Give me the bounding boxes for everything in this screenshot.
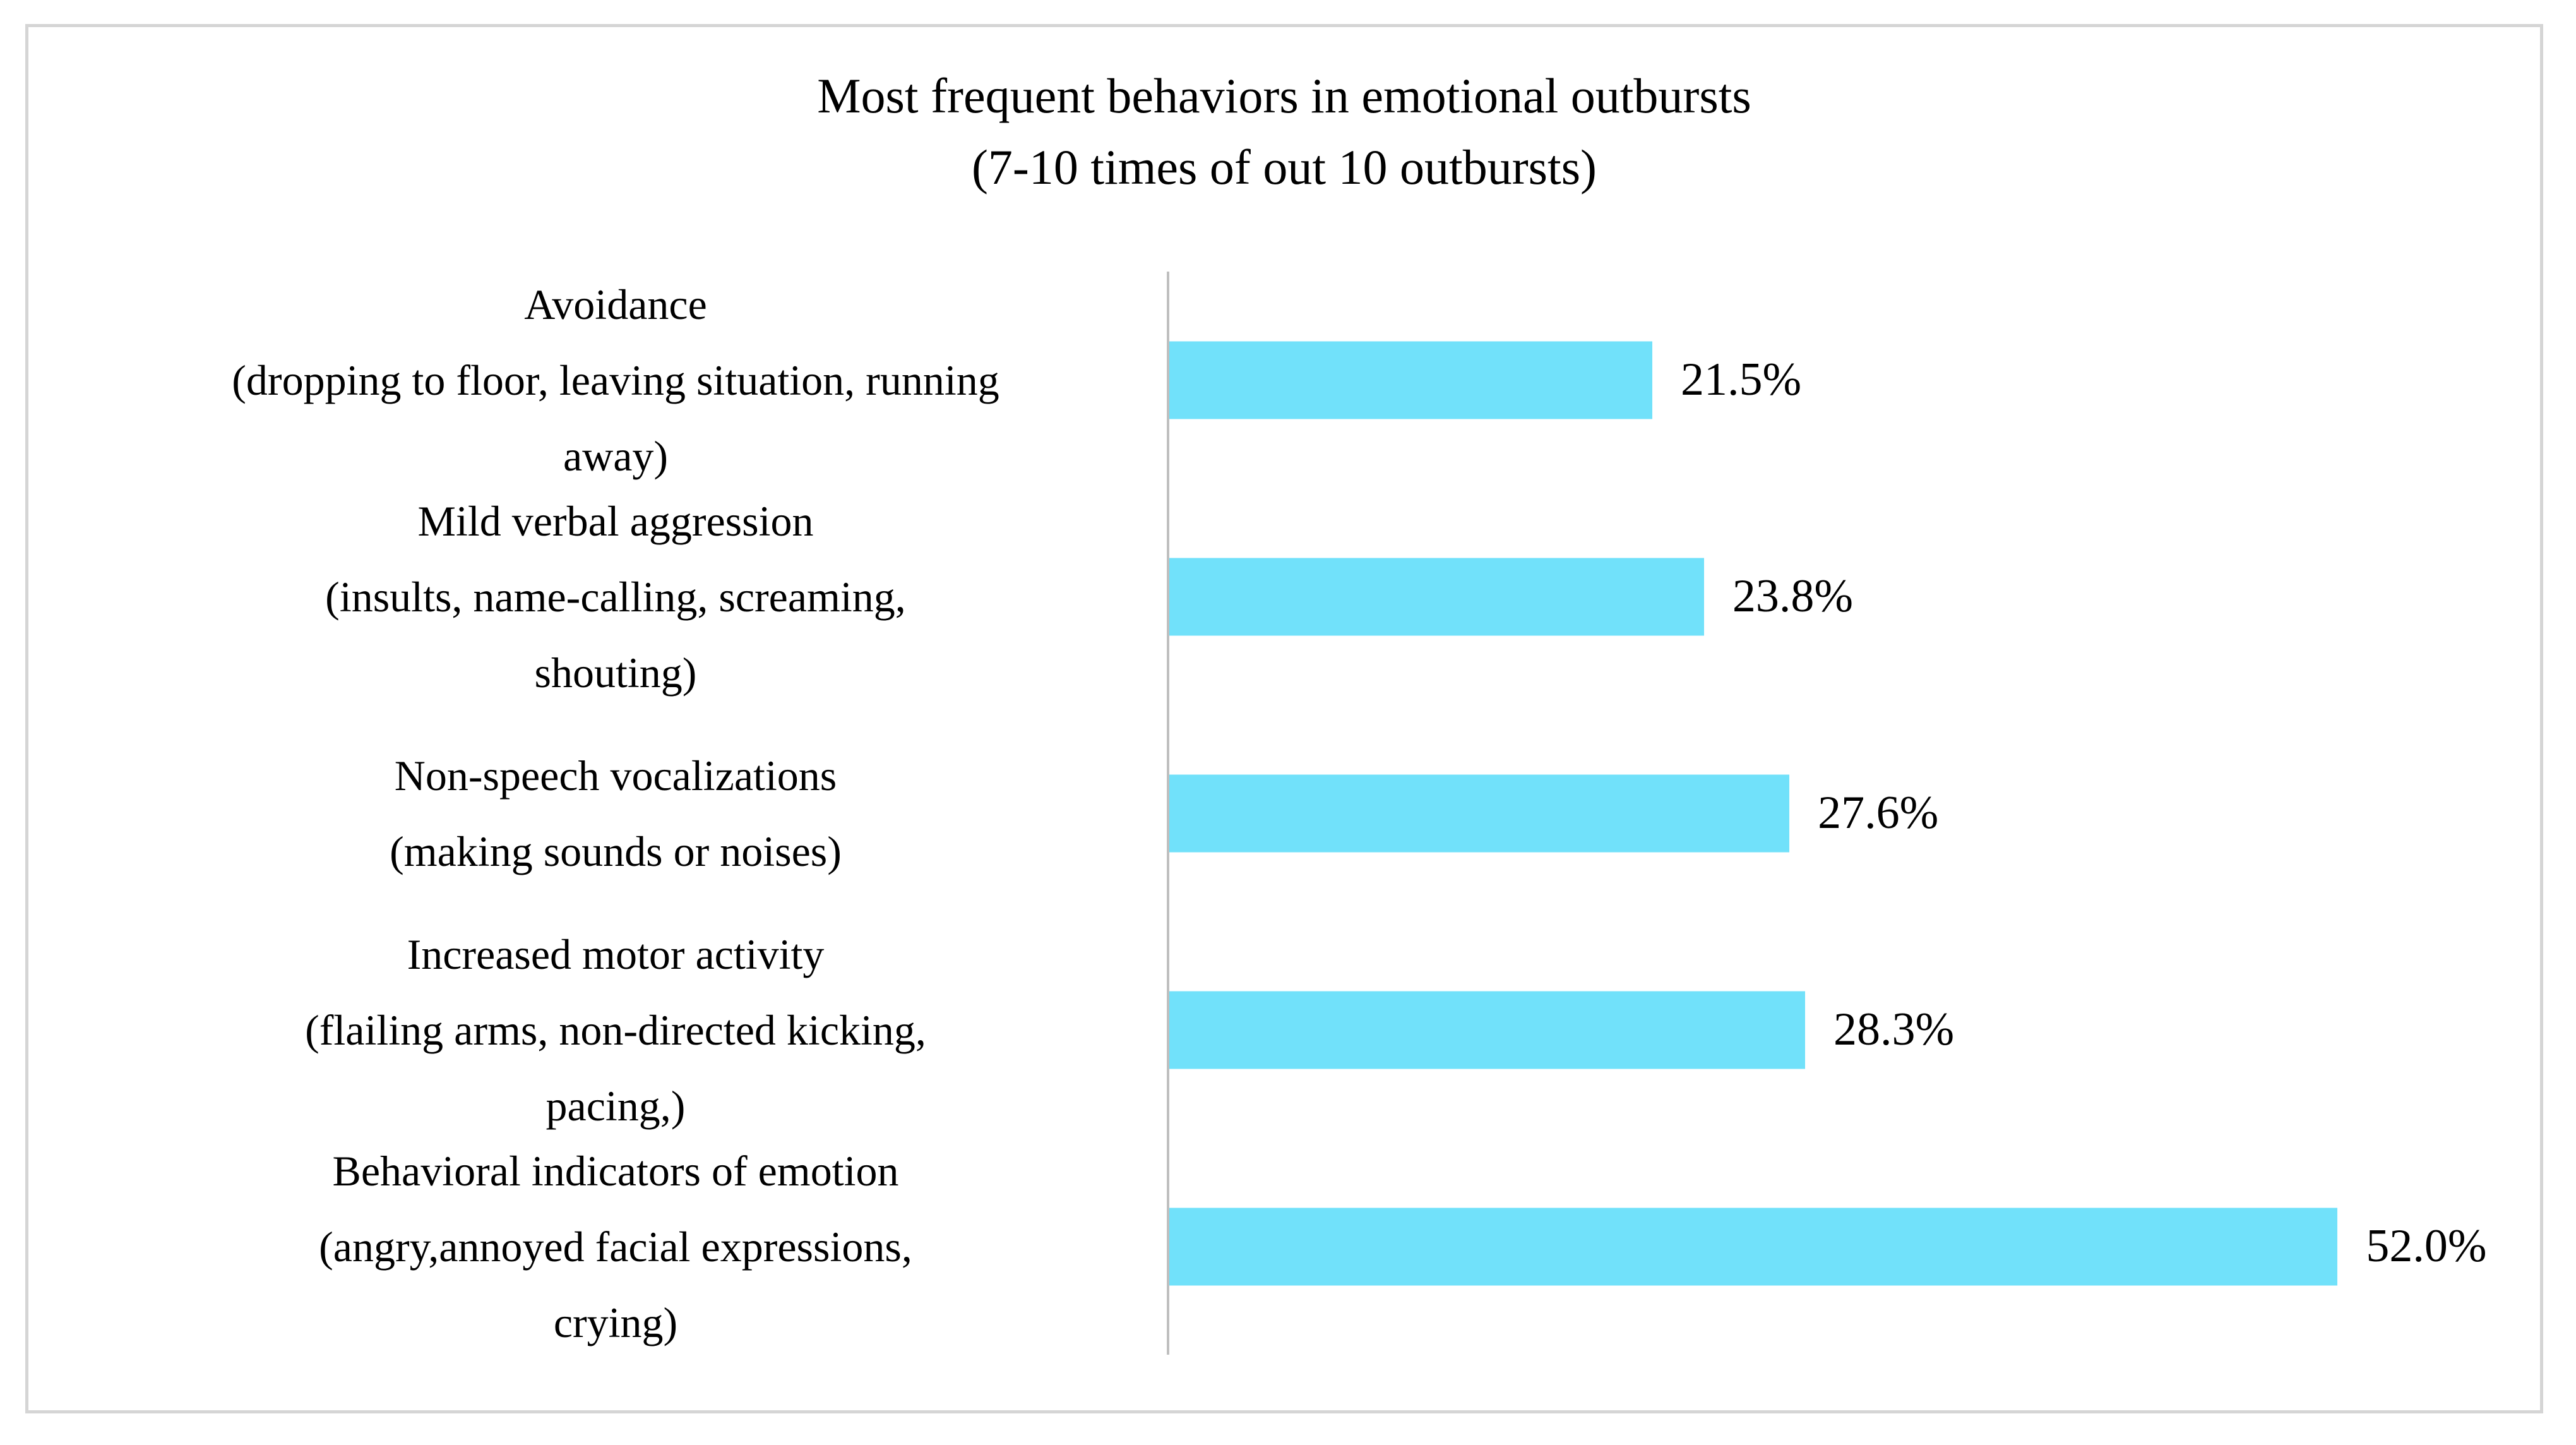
category-label-line: (dropping to floor, leaving situation, r… <box>232 356 999 404</box>
category-label: Behavioral indicators of emotion (angry,a… <box>73 1133 1159 1360</box>
bar-row: Avoidance (dropping to floor, leaving sit… <box>28 272 2540 488</box>
category-label-line: pacing,) <box>546 1081 686 1130</box>
bar-row: Behavioral indicators of emotion (angry,a… <box>28 1138 2540 1355</box>
category-label-line: (flailing arms, non-directed kicking, <box>305 1005 926 1054</box>
bar-track: 27.6% <box>1169 774 2517 852</box>
bar-rows: Avoidance (dropping to floor, leaving sit… <box>28 272 2540 1355</box>
category-label-line: Behavioral indicators of emotion <box>332 1146 899 1195</box>
y-axis-line <box>1167 272 1169 1355</box>
category-label-line: away) <box>563 431 669 480</box>
bar-row: Increased motor activity (flailing arms, … <box>28 921 2540 1138</box>
category-label-line: Avoidance <box>524 280 707 328</box>
category-label: Non-speech vocalizations (making sounds o… <box>73 738 1159 889</box>
value-label: 28.3% <box>1834 1004 1955 1055</box>
plot-area: Avoidance (dropping to floor, leaving sit… <box>28 272 2540 1355</box>
category-label-line: (insults, name-calling, screaming, <box>325 572 906 621</box>
bar-track: 52.0% <box>1169 1208 2517 1285</box>
bar-row: Non-speech vocalizations (making sounds o… <box>28 705 2540 921</box>
category-label-line: shouting) <box>534 648 697 697</box>
bar <box>1169 558 1704 635</box>
bar <box>1169 341 1653 419</box>
category-label: Mild verbal aggression (insults, name-cal… <box>73 483 1159 711</box>
category-label-line: (making sounds or noises) <box>390 827 842 875</box>
category-label: Avoidance (dropping to floor, leaving sit… <box>73 267 1159 494</box>
bar-track: 21.5% <box>1169 341 2517 419</box>
bar-track: 28.3% <box>1169 991 2517 1069</box>
chart-title-line2: (7-10 times of out 10 outbursts) <box>971 140 1597 195</box>
value-label: 52.0% <box>2366 1220 2487 1272</box>
value-label: 23.8% <box>1732 570 1854 622</box>
category-label: Increased motor activity (flailing arms, … <box>73 916 1159 1144</box>
chart-title-line1: Most frequent behaviors in emotional out… <box>817 68 1751 123</box>
category-label-line: Increased motor activity <box>407 930 825 978</box>
bar <box>1169 1208 2338 1285</box>
category-label-line: Mild verbal aggression <box>417 496 814 545</box>
value-label: 21.5% <box>1681 354 1802 405</box>
category-label-line: (angry,annoyed facial expressions, <box>319 1222 912 1271</box>
category-label-line: Non-speech vocalizations <box>394 751 837 800</box>
chart-title: Most frequent behaviors in emotional out… <box>28 60 2540 203</box>
category-label-line: crying) <box>553 1298 678 1346</box>
chart-figure: Most frequent behaviors in emotional out… <box>25 24 2543 1413</box>
bar-track: 23.8% <box>1169 558 2517 635</box>
bar <box>1169 774 1790 852</box>
bar-row: Mild verbal aggression (insults, name-cal… <box>28 488 2540 705</box>
value-label: 27.6% <box>1818 787 1939 839</box>
bar <box>1169 991 1805 1069</box>
